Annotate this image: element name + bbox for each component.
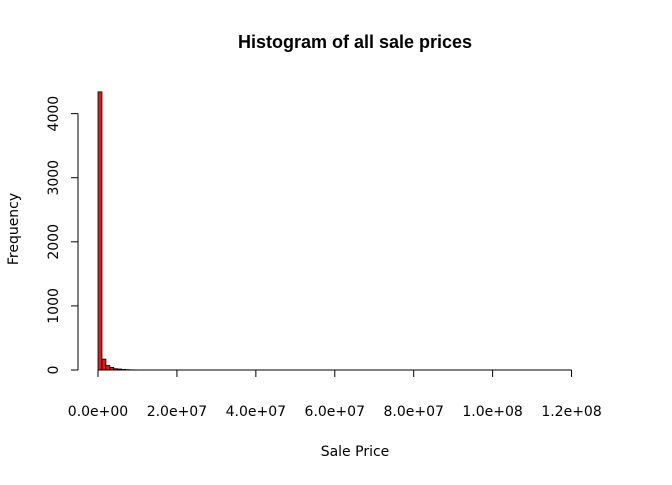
y-tick-label: 2000 bbox=[46, 224, 62, 260]
y-tick-label: 1000 bbox=[46, 288, 62, 324]
y-tick-label: 3000 bbox=[46, 160, 62, 196]
x-axis-label: Sale Price bbox=[321, 444, 390, 460]
y-axis-ticks: 0 1000 2000 3000 4000 bbox=[46, 96, 78, 375]
x-tick-label: 1.0e+08 bbox=[462, 404, 522, 420]
x-tick-label: 8.0e+07 bbox=[383, 404, 443, 420]
x-tick-label: 4.0e+07 bbox=[226, 404, 286, 420]
x-tick-label: 1.2e+08 bbox=[541, 404, 601, 420]
bars bbox=[98, 92, 137, 370]
histogram-bar bbox=[98, 92, 102, 370]
histogram-bar bbox=[102, 359, 106, 370]
x-axis-ticks: 0.0e+00 2.0e+07 4.0e+07 6.0e+07 8.0e+07 1.0e+… bbox=[68, 370, 602, 420]
chart-title: Histogram of all sale prices bbox=[238, 32, 472, 52]
x-tick-label: 2.0e+07 bbox=[147, 404, 207, 420]
y-axis-label: Frequency bbox=[6, 193, 22, 265]
x-tick-label: 6.0e+07 bbox=[305, 404, 365, 420]
histogram-bar bbox=[106, 366, 110, 370]
x-tick-label: 0.0e+00 bbox=[68, 404, 128, 420]
y-tick-label: 0 bbox=[46, 366, 62, 375]
y-tick-label: 4000 bbox=[46, 96, 62, 132]
